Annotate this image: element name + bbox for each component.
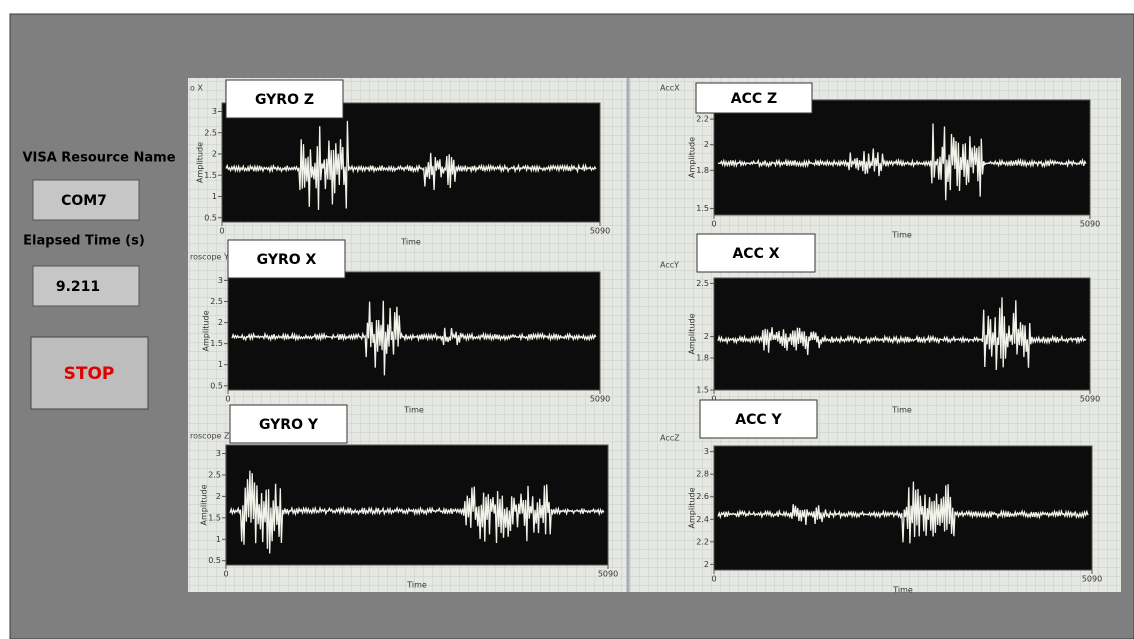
front-panel: VISA Resource Name COM7 Elapsed Time (s)… bbox=[0, 0, 1134, 639]
y-tick-label: 0.5 bbox=[210, 381, 223, 390]
x-tick-label: 0 bbox=[225, 395, 230, 404]
page: {"panel": {"visa_label": "VISA Resource … bbox=[0, 0, 1134, 639]
x-tick-label: 0 bbox=[711, 220, 716, 229]
chart-label: GYRO X bbox=[257, 252, 317, 268]
y-tick-label: 2.4 bbox=[696, 515, 709, 524]
chart-tab: roscope Z bbox=[190, 432, 230, 441]
y-tick-label: 1.8 bbox=[696, 354, 709, 363]
y-axis-label: Amplitude bbox=[202, 310, 211, 351]
plot-area bbox=[228, 272, 600, 390]
y-axis-label: Amplitude bbox=[196, 142, 205, 183]
y-tick-label: 1.5 bbox=[208, 513, 221, 522]
chart-tab: AccZ bbox=[660, 434, 680, 443]
y-tick-label: 2 bbox=[704, 332, 709, 341]
plot-area bbox=[714, 446, 1092, 570]
x-axis-label: Time bbox=[892, 586, 913, 595]
y-tick-label: 1.5 bbox=[210, 339, 223, 348]
plot-area bbox=[222, 103, 600, 222]
y-tick-label: 2.5 bbox=[204, 128, 217, 137]
y-tick-label: 3 bbox=[218, 276, 223, 285]
x-tick-label: 0 bbox=[711, 575, 716, 584]
y-tick-label: 2 bbox=[212, 150, 217, 159]
x-axis-label: Time bbox=[406, 581, 427, 590]
visa-value: COM7 bbox=[61, 193, 107, 209]
y-axis-label: Amplitude bbox=[200, 484, 209, 525]
y-axis-label: Amplitude bbox=[688, 313, 697, 354]
x-tick-label: 5090 bbox=[590, 227, 610, 236]
x-axis-label: Time bbox=[403, 406, 424, 415]
chart-label: ACC Z bbox=[731, 91, 777, 107]
x-tick-label: 5090 bbox=[1080, 220, 1100, 229]
chart-label: GYRO Y bbox=[259, 417, 319, 433]
y-tick-label: 1.5 bbox=[204, 171, 217, 180]
y-tick-label: 2 bbox=[216, 492, 221, 501]
x-tick-label: 5090 bbox=[1082, 575, 1102, 584]
chart-tab: roscope Y bbox=[190, 253, 229, 262]
chart-tab: o X bbox=[190, 84, 203, 93]
y-tick-label: 0.5 bbox=[208, 556, 221, 565]
chart-label: ACC Y bbox=[735, 412, 782, 428]
x-tick-label: 5090 bbox=[1080, 395, 1100, 404]
y-axis-label: Amplitude bbox=[688, 487, 697, 528]
y-tick-label: 2.5 bbox=[208, 471, 221, 480]
y-tick-label: 1.5 bbox=[696, 204, 709, 213]
y-tick-label: 1.5 bbox=[696, 386, 709, 395]
y-tick-label: 1.8 bbox=[696, 166, 709, 175]
chart-tab: AccY bbox=[660, 261, 679, 270]
y-tick-label: 2.6 bbox=[696, 492, 709, 501]
y-tick-label: 2.8 bbox=[696, 470, 709, 479]
y-tick-label: 1 bbox=[218, 360, 223, 369]
elapsed-label: Elapsed Time (s) bbox=[23, 234, 145, 249]
stop-label: STOP bbox=[64, 364, 115, 384]
y-tick-label: 1 bbox=[216, 535, 221, 544]
y-tick-label: 3 bbox=[212, 107, 217, 116]
y-tick-label: 1 bbox=[212, 192, 217, 201]
x-tick-label: 5090 bbox=[598, 570, 618, 579]
elapsed-value: 9.211 bbox=[56, 279, 100, 295]
x-axis-label: Time bbox=[891, 406, 912, 415]
y-tick-label: 2.5 bbox=[696, 279, 709, 288]
y-tick-label: 2.5 bbox=[210, 297, 223, 306]
chart-label: GYRO Z bbox=[255, 92, 314, 108]
y-tick-label: 3 bbox=[704, 447, 709, 456]
plot-area bbox=[714, 100, 1090, 215]
y-tick-label: 0.5 bbox=[204, 213, 217, 222]
y-tick-label: 2 bbox=[218, 318, 223, 327]
y-axis-label: Amplitude bbox=[688, 137, 697, 178]
y-tick-label: 3 bbox=[216, 449, 221, 458]
y-tick-label: 2 bbox=[704, 140, 709, 149]
x-axis-label: Time bbox=[400, 238, 421, 247]
x-tick-label: 0 bbox=[219, 227, 224, 236]
chart-label: ACC X bbox=[732, 246, 779, 262]
x-tick-label: 5090 bbox=[590, 395, 610, 404]
x-axis-label: Time bbox=[891, 231, 912, 240]
y-tick-label: 2.2 bbox=[696, 537, 709, 546]
plot-area bbox=[226, 445, 608, 565]
visa-label: VISA Resource Name bbox=[22, 151, 175, 166]
y-tick-label: 2 bbox=[704, 560, 709, 569]
chart-tab: AccX bbox=[660, 84, 680, 93]
x-tick-label: 0 bbox=[223, 570, 228, 579]
y-tick-label: 2.2 bbox=[696, 115, 709, 124]
